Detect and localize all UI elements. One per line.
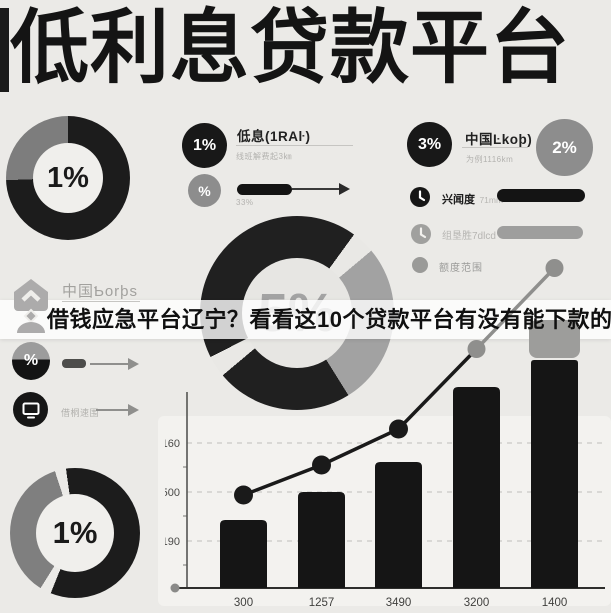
stat2-title: 中国Ŀkoþ) <box>465 132 533 147</box>
clock-icon-gray <box>411 224 431 244</box>
stat2-row1-sub: 71mm <box>479 195 504 205</box>
stat2-row2-label: 组垦胜7dlcd <box>442 231 496 242</box>
stat1-percent-badge: % <box>188 174 221 207</box>
stat2-subtitle: 为例1116km <box>466 155 514 164</box>
legend-label: 额度范围 <box>439 263 483 274</box>
stat1-subtitle: 线班解费起3㎞ <box>236 152 292 161</box>
divider <box>462 147 528 148</box>
arrow-right-icon <box>292 183 350 195</box>
line-dot <box>467 340 486 358</box>
progress-pill <box>497 189 585 202</box>
stat1-note: 33% <box>236 198 254 207</box>
donut-chart-bottom-left: 1% <box>10 468 140 598</box>
monitor-icon <box>13 392 48 427</box>
arrow-right-icon <box>90 358 139 370</box>
percent-icon: % <box>12 342 50 380</box>
divider <box>62 301 140 302</box>
donut-top-left-value: 1% <box>33 143 103 213</box>
line-dot <box>545 259 564 277</box>
page-title: 低利息贷款平台 <box>10 2 570 93</box>
donut-bottom-left-value: 1% <box>36 494 114 572</box>
edge-artifact <box>0 8 9 92</box>
divider <box>236 145 353 146</box>
stat2-percent-badge: 2% <box>536 119 593 176</box>
stat1-badge: 1% <box>182 123 227 168</box>
progress-pill <box>497 226 583 239</box>
stat2-row1-strong: 兴闻度 <box>442 194 475 206</box>
headline-text: 借钱应急平台辽宁？看看这10个贷款平台有没有能下款的 <box>47 307 611 332</box>
progress-pill <box>237 184 292 195</box>
legend-dot <box>412 257 428 273</box>
progress-pill <box>62 359 86 368</box>
stat2-badge: 3% <box>407 122 452 167</box>
clock-icon <box>410 187 430 207</box>
left-row2-label: 借桐速围 <box>61 408 100 418</box>
donut-chart-top-left: 1% <box>6 116 130 240</box>
arrow-right-icon <box>96 404 139 416</box>
stat2-row1-label: 兴闻度 71mm <box>442 190 503 208</box>
home-icon <box>11 277 51 338</box>
chart-panel <box>158 416 611 606</box>
brand-label: 中国Ƅorþs <box>62 283 139 300</box>
stat1-title: 低息(1RAŀ) <box>237 129 311 144</box>
